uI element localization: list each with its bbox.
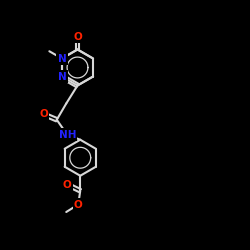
Text: N: N [58,72,66,82]
Text: O: O [63,180,72,190]
Text: O: O [74,200,82,209]
Text: O: O [40,109,48,119]
Text: O: O [73,32,82,42]
Text: NH: NH [58,130,76,140]
Text: N: N [58,54,66,64]
